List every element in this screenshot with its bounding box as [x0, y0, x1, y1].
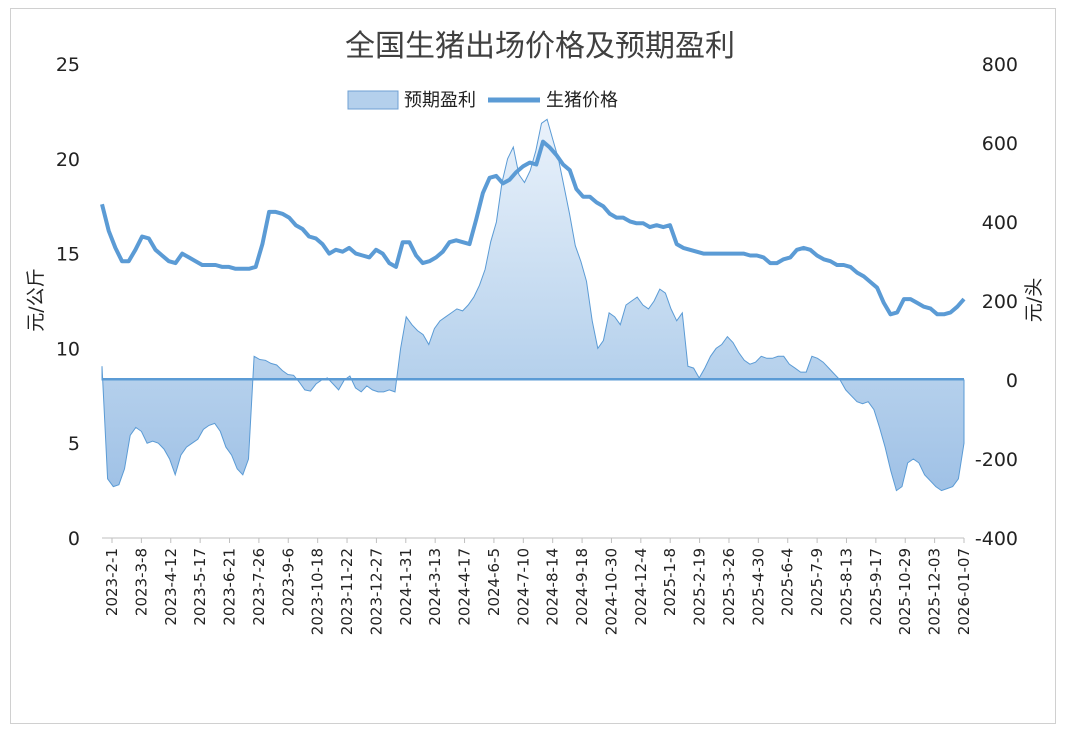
x-tick-label: 2024-1-31 — [397, 548, 415, 626]
chart-title: 全国生猪出场价格及预期盈利 — [345, 29, 735, 64]
x-tick-label: 2025-4-30 — [749, 548, 767, 626]
right-tick-label: 800 — [982, 54, 1018, 76]
x-tick-label: 2025-3-26 — [720, 548, 738, 626]
right-tick-label: 600 — [982, 133, 1018, 155]
x-tick-label: 2024-4-17 — [456, 548, 474, 626]
x-tick-label: 2023-5-17 — [191, 548, 209, 626]
x-tick-label: 2023-7-26 — [250, 548, 268, 626]
x-tick-label: 2025-6-4 — [779, 548, 797, 616]
left-tick-label: 15 — [56, 244, 80, 266]
x-axis-ticks: 2023-2-1 2023-3-8 2023-4-12 2023-5-17 2023-6… — [103, 538, 973, 635]
left-axis-ticks: 0 5 10 15 20 25 — [56, 54, 80, 550]
x-tick-label: 2024-12-4 — [632, 548, 650, 626]
x-tick-label: 2025-7-9 — [808, 548, 826, 616]
right-tick-label: 0 — [1006, 370, 1018, 392]
right-tick-label: -400 — [975, 528, 1018, 550]
x-tick-label: 2025-9-17 — [867, 548, 885, 626]
right-axis-label: 元/头 — [1023, 278, 1045, 322]
x-tick-label: 2024-6-5 — [485, 548, 503, 616]
left-tick-label: 25 — [56, 54, 80, 76]
x-tick-label: 2025-8-13 — [837, 548, 855, 626]
x-tick-label: 2025-10-29 — [896, 548, 914, 635]
left-tick-label: 0 — [68, 528, 80, 550]
right-tick-label: 400 — [982, 212, 1018, 234]
left-tick-label: 20 — [56, 149, 80, 171]
right-tick-label: 200 — [982, 291, 1018, 313]
x-tick-label: 2023-9-6 — [279, 548, 297, 616]
left-tick-label: 10 — [56, 338, 80, 360]
x-tick-label: 2024-3-13 — [426, 548, 444, 626]
x-tick-label: 2023-4-12 — [162, 548, 180, 626]
profit-area-layer — [101, 118, 965, 492]
series-price-line — [100, 139, 966, 317]
x-tick-label: 2023-11-22 — [338, 548, 356, 635]
x-tick-label: 2024-7-10 — [514, 548, 532, 626]
legend-label-price: 生猪价格 — [546, 90, 618, 111]
x-tick-label: 2025-2-19 — [691, 548, 709, 626]
x-tick-label: 2024-8-14 — [544, 548, 562, 626]
x-tick-label: 2024-9-18 — [573, 548, 591, 626]
x-tick-label: 2023-10-18 — [309, 548, 327, 635]
x-tick-label: 2024-10-30 — [602, 548, 620, 635]
x-tick-label: 2026-01-07 — [955, 548, 973, 635]
legend-swatch-profit — [347, 90, 399, 110]
left-axis-label: 元/公斤 — [25, 268, 47, 331]
legend: 预期盈利 生猪价格 — [347, 90, 618, 111]
x-tick-label: 2023-3-8 — [132, 548, 150, 616]
x-tick-label: 2023-12-27 — [367, 548, 385, 635]
x-tick-label: 2025-1-8 — [661, 548, 679, 616]
x-tick-label: 2023-2-1 — [103, 548, 121, 616]
x-tick-label: 2025-12-03 — [926, 548, 944, 635]
series-profit-area — [101, 118, 965, 492]
right-tick-label: -200 — [975, 449, 1018, 471]
right-axis-ticks: -400 -200 0 200 400 600 800 — [975, 54, 1018, 550]
legend-label-profit: 预期盈利 — [404, 90, 476, 111]
price-line-layer — [100, 139, 966, 317]
x-tick-label: 2023-6-21 — [221, 548, 239, 626]
left-tick-label: 5 — [68, 433, 80, 455]
